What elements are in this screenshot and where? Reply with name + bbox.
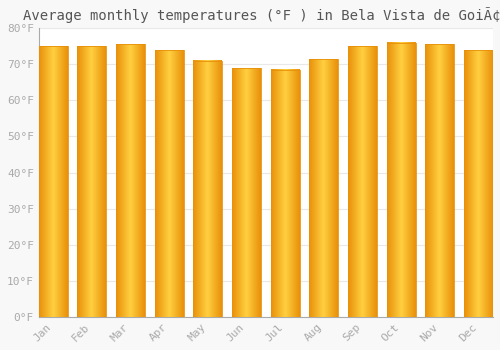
Title: Average monthly temperatures (°F ) in Bela Vista de GoiÃ¢s: Average monthly temperatures (°F ) in Be… <box>23 7 500 23</box>
